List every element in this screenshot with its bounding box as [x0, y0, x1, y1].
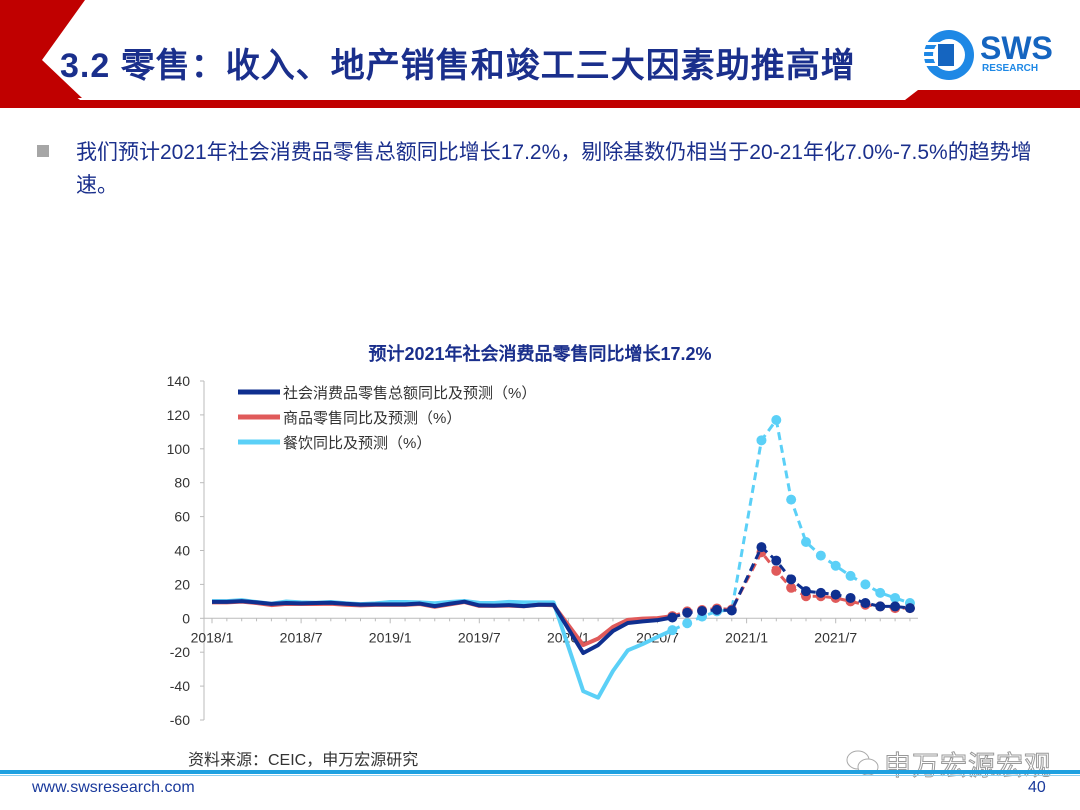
forecast-point	[756, 435, 767, 446]
forecast-point	[801, 537, 811, 548]
x-tick-label: 2021/1	[725, 629, 768, 645]
page-number: 40	[1028, 779, 1046, 796]
y-tick-label: -20	[170, 644, 190, 660]
forecast-point	[815, 587, 826, 598]
forecast-point	[815, 550, 826, 561]
forecast-point	[904, 603, 915, 614]
x-tick-label: 2018/1	[191, 629, 234, 645]
forecast-point	[890, 592, 901, 603]
forecast-point	[786, 494, 797, 505]
y-tick-label: 60	[174, 509, 190, 525]
forecast-point	[726, 605, 737, 616]
forecast-point	[845, 592, 856, 603]
logo-text: SWS	[980, 30, 1053, 66]
forecast-point	[875, 587, 886, 598]
footer-url[interactable]: www.swsresearch.com	[32, 779, 195, 796]
y-tick-label: -60	[170, 712, 190, 728]
series-line-actual	[212, 598, 674, 700]
forecast-point	[682, 618, 693, 629]
y-tick-label: 120	[167, 407, 191, 423]
bullet-square-icon	[37, 145, 49, 157]
forecast-point	[890, 601, 901, 612]
forecast-point	[771, 414, 782, 425]
y-tick-label: 40	[174, 543, 190, 559]
forecast-point	[860, 598, 871, 609]
y-tick-label: 20	[174, 576, 190, 592]
series-line-forecast	[671, 416, 911, 632]
forecast-point	[771, 565, 782, 576]
x-tick-label: 2021/7	[814, 629, 857, 645]
forecast-point	[786, 582, 797, 593]
series-line-forecast	[671, 544, 911, 619]
forecast-point	[667, 625, 678, 636]
forecast-point	[845, 570, 856, 581]
bullet-text: 我们预计2021年社会消费品零售总额同比增长17.2%，剔除基数仍相当于20-2…	[76, 141, 1032, 197]
forecast-point	[667, 612, 678, 623]
forecast-point	[682, 607, 693, 618]
footer-divider	[0, 770, 1080, 774]
x-tick-label: 2018/7	[280, 629, 323, 645]
x-tick-label: 2019/1	[369, 629, 412, 645]
forecast-point	[697, 606, 708, 617]
page-title: 3.2 零售：收入、地产销售和竣工三大因素助推高增	[60, 47, 856, 85]
forecast-point	[711, 604, 722, 615]
legend-label: 商品零售同比及预测（%）	[283, 410, 461, 427]
x-tick-label: 2019/7	[458, 629, 501, 645]
y-tick-label: 100	[167, 441, 191, 457]
y-tick-label: 0	[182, 610, 190, 626]
y-tick-label: -40	[170, 678, 190, 694]
header-decoration	[0, 0, 1080, 108]
chart-title: 预计2021年社会消费品零售同比增长17.2%	[368, 344, 712, 364]
logo-subtext: RESEARCH	[982, 63, 1039, 74]
forecast-point	[801, 586, 811, 597]
legend-label: 餐饮同比及预测（%）	[283, 435, 431, 452]
forecast-point	[771, 555, 782, 566]
watermark: 申万宏源宏观	[884, 751, 1052, 782]
forecast-point	[875, 601, 886, 612]
forecast-point	[786, 574, 797, 585]
forecast-point	[860, 579, 871, 590]
series-line-actual	[212, 599, 673, 656]
legend-label: 社会消费品零售总额同比及预测（%）	[283, 385, 536, 402]
forecast-point	[830, 560, 841, 571]
footer-divider-thin	[0, 775, 1080, 776]
forecast-point	[830, 589, 841, 600]
y-tick-label: 80	[174, 475, 190, 491]
sws-logo-icon	[924, 30, 974, 80]
header-red-band	[0, 0, 1080, 108]
source-note: 资料来源：CEIC，申万宏源研究	[188, 752, 419, 769]
forecast-point	[756, 542, 767, 553]
y-tick-label: 140	[167, 373, 191, 389]
